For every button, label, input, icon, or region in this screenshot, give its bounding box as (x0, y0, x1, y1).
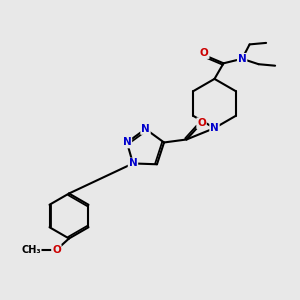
Text: O: O (52, 245, 61, 255)
Text: N: N (141, 124, 150, 134)
Text: N: N (238, 54, 247, 64)
Text: CH₃: CH₃ (21, 245, 41, 255)
Text: N: N (129, 158, 137, 168)
Text: O: O (200, 48, 209, 58)
Text: N: N (210, 123, 219, 133)
Text: N: N (123, 137, 131, 148)
Text: O: O (197, 118, 206, 128)
